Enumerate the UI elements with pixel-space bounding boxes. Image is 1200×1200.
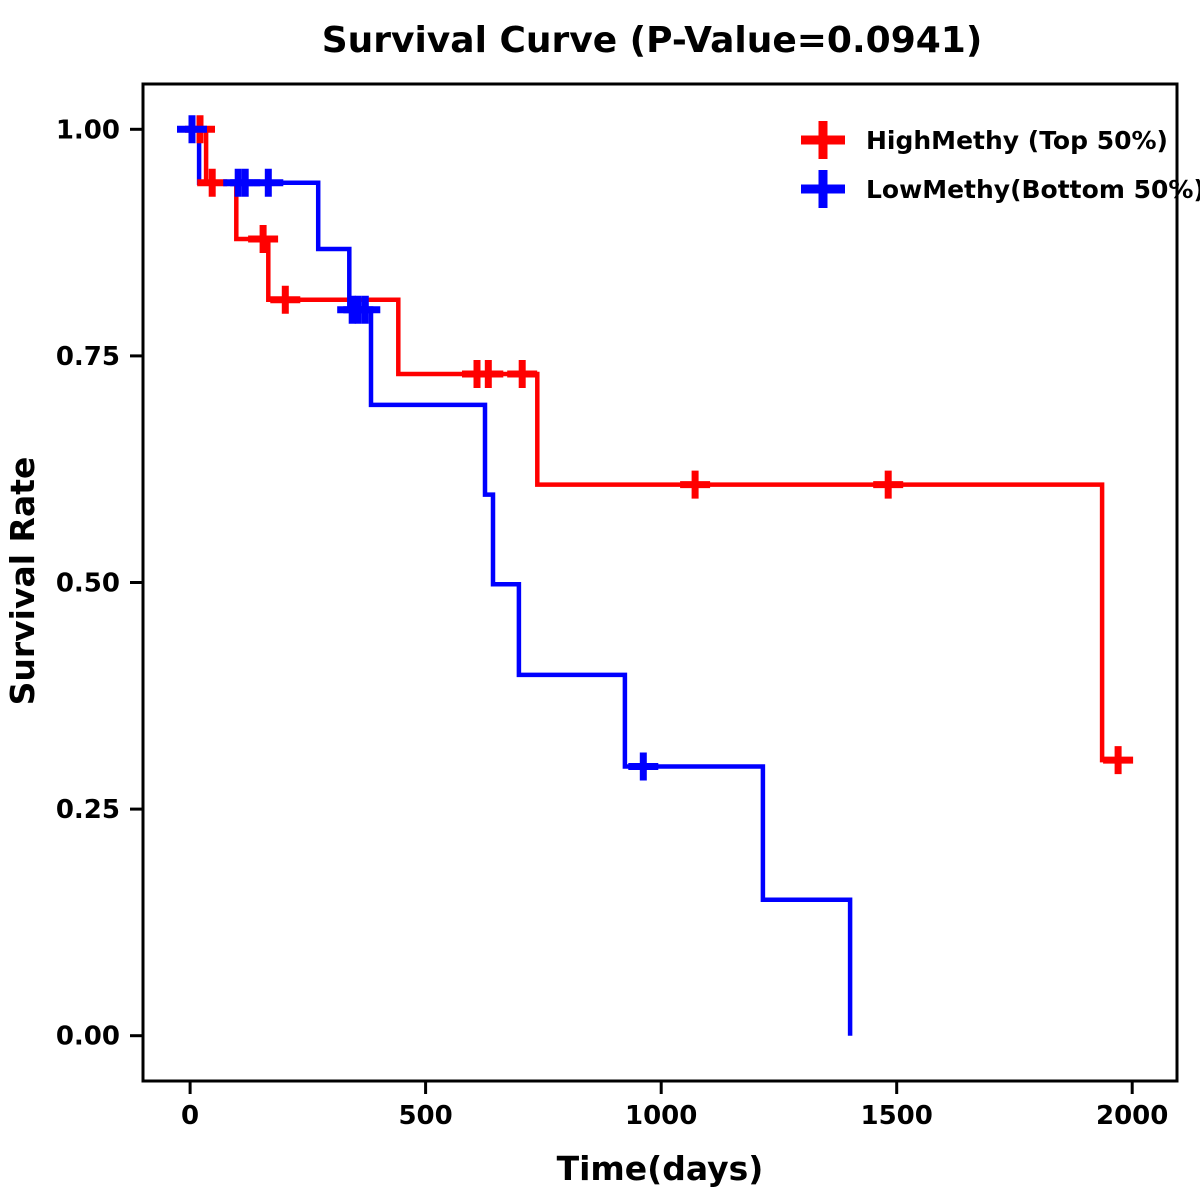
plot-title: Survival Curve (P-Value=0.0941) (322, 20, 983, 61)
censor-marks (177, 115, 1134, 781)
censor-mark-highmethy-icon (270, 285, 301, 314)
censor-mark-highmethy-icon (1103, 746, 1134, 775)
y-axis-tick-label: 0.75 (56, 342, 120, 372)
x-axis-tick-label: 0 (181, 1101, 199, 1131)
x-axis-tick-label: 1500 (861, 1101, 933, 1131)
x-axis-ticks: 0 500 1000 1500 2000 (181, 1081, 1168, 1131)
censor-mark-lowmethy-icon (350, 295, 381, 324)
lowmethy-plus-censor-icon (801, 170, 845, 208)
y-axis-tick-label: 0.00 (56, 1022, 120, 1052)
plot-frame (141, 82, 1179, 1083)
legend-item-lowmethy: LowMethy(Bottom 50%) (801, 170, 1200, 208)
legend-label-highmethy: HighMethy (Top 50%) (866, 126, 1168, 155)
legend-label-lowmethy: LowMethy(Bottom 50%) (866, 175, 1200, 204)
x-axis-label: Time(days) (557, 1149, 764, 1188)
x-axis-tick-label: 2000 (1096, 1101, 1168, 1131)
censor-mark-lowmethy-icon (253, 168, 284, 197)
survival-curves (190, 127, 1133, 1036)
highmethy-plus-censor-icon (801, 121, 845, 159)
x-axis-tick-label: 500 (398, 1101, 452, 1131)
y-axis-label: Survival Rate (3, 457, 42, 706)
censor-mark-highmethy-icon (473, 360, 504, 388)
y-axis-tick-label: 1.00 (56, 115, 120, 145)
censor-mark-highmethy-icon (248, 225, 279, 253)
censor-mark-lowmethy-icon (177, 115, 207, 144)
y-axis-ticks: 1.00 0.75 0.50 0.25 0.00 (56, 115, 143, 1052)
y-axis-tick-label: 0.25 (56, 795, 120, 825)
censor-mark-highmethy-icon (507, 360, 538, 388)
legend-item-highmethy: HighMethy (Top 50%) (801, 121, 1168, 159)
x-axis-tick-label: 1000 (625, 1101, 697, 1131)
survival-curve-highmethy (190, 127, 1133, 763)
censor-mark-highmethy-icon (873, 470, 904, 499)
censor-mark-highmethy-icon (680, 470, 711, 499)
censor-mark-highmethy-icon (197, 168, 228, 197)
censor-mark-lowmethy-icon (628, 752, 659, 781)
legend: HighMethy (Top 50%) LowMethy(Bottom 50%) (801, 121, 1200, 208)
y-axis-tick-label: 0.50 (56, 569, 120, 599)
survival-curve-lowmethy (190, 127, 853, 1036)
